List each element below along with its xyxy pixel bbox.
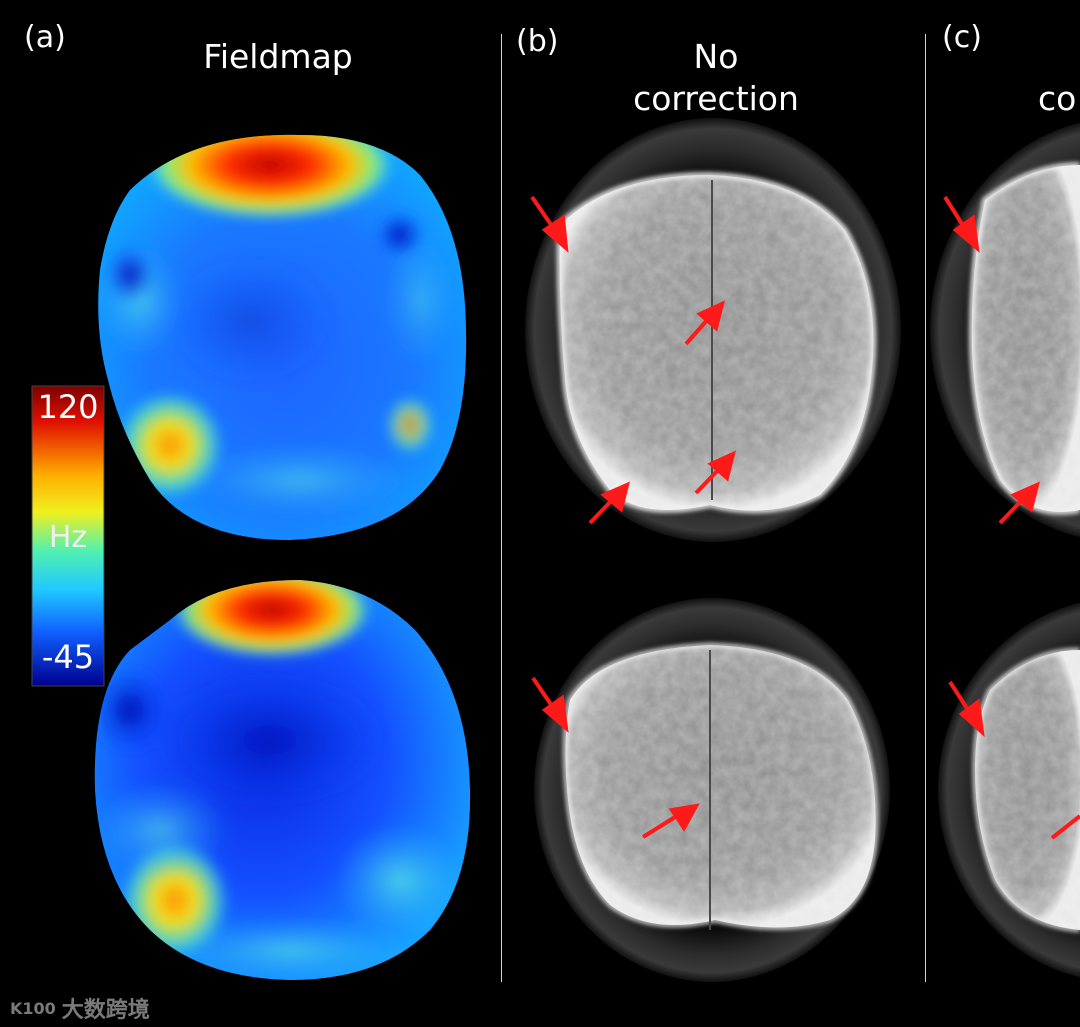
panel-b-label: (b) <box>516 24 559 59</box>
divider-ab <box>501 34 502 982</box>
watermark-logo: K100 <box>10 998 56 1018</box>
mri-corrected-top-partial <box>930 122 1080 538</box>
arrow-icon <box>998 481 1040 525</box>
mri-corrected-bottom-partial <box>938 602 1080 978</box>
colorbar-max-label: 120 <box>37 388 99 426</box>
arrow-icon <box>588 481 630 525</box>
arrow-icon <box>943 195 980 253</box>
panel-b-title-line2: correction <box>633 79 799 118</box>
watermark-text: 大数跨境 <box>61 998 150 1023</box>
fieldmap-bottom <box>94 580 471 980</box>
colorbar-min-label: -45 <box>41 638 95 676</box>
arrow-icon <box>694 450 736 495</box>
arrow-icon <box>531 676 569 733</box>
watermark: K100 大数跨境 <box>10 992 150 1024</box>
panel-a-label: (a) <box>24 20 66 55</box>
arrow-icon <box>1050 814 1080 840</box>
panel-a-title: Fieldmap <box>203 37 353 76</box>
divider-bc <box>925 34 926 982</box>
panel-b-title-line1: No <box>693 37 739 76</box>
panel-c-label: (c) <box>942 20 982 55</box>
colorbar <box>31 385 105 687</box>
panel-c-title-partial: co <box>1038 79 1077 118</box>
arrow-icon <box>641 803 700 839</box>
colorbar-unit-label: Hz <box>48 520 88 555</box>
arrow-icon <box>530 195 569 253</box>
mri-uncorrected-bottom <box>534 598 890 982</box>
mri-uncorrected-top <box>525 118 901 542</box>
fieldmap-top <box>98 134 467 540</box>
arrow-icon <box>684 300 725 346</box>
arrow-group <box>530 195 1080 840</box>
arrow-icon <box>948 680 985 738</box>
